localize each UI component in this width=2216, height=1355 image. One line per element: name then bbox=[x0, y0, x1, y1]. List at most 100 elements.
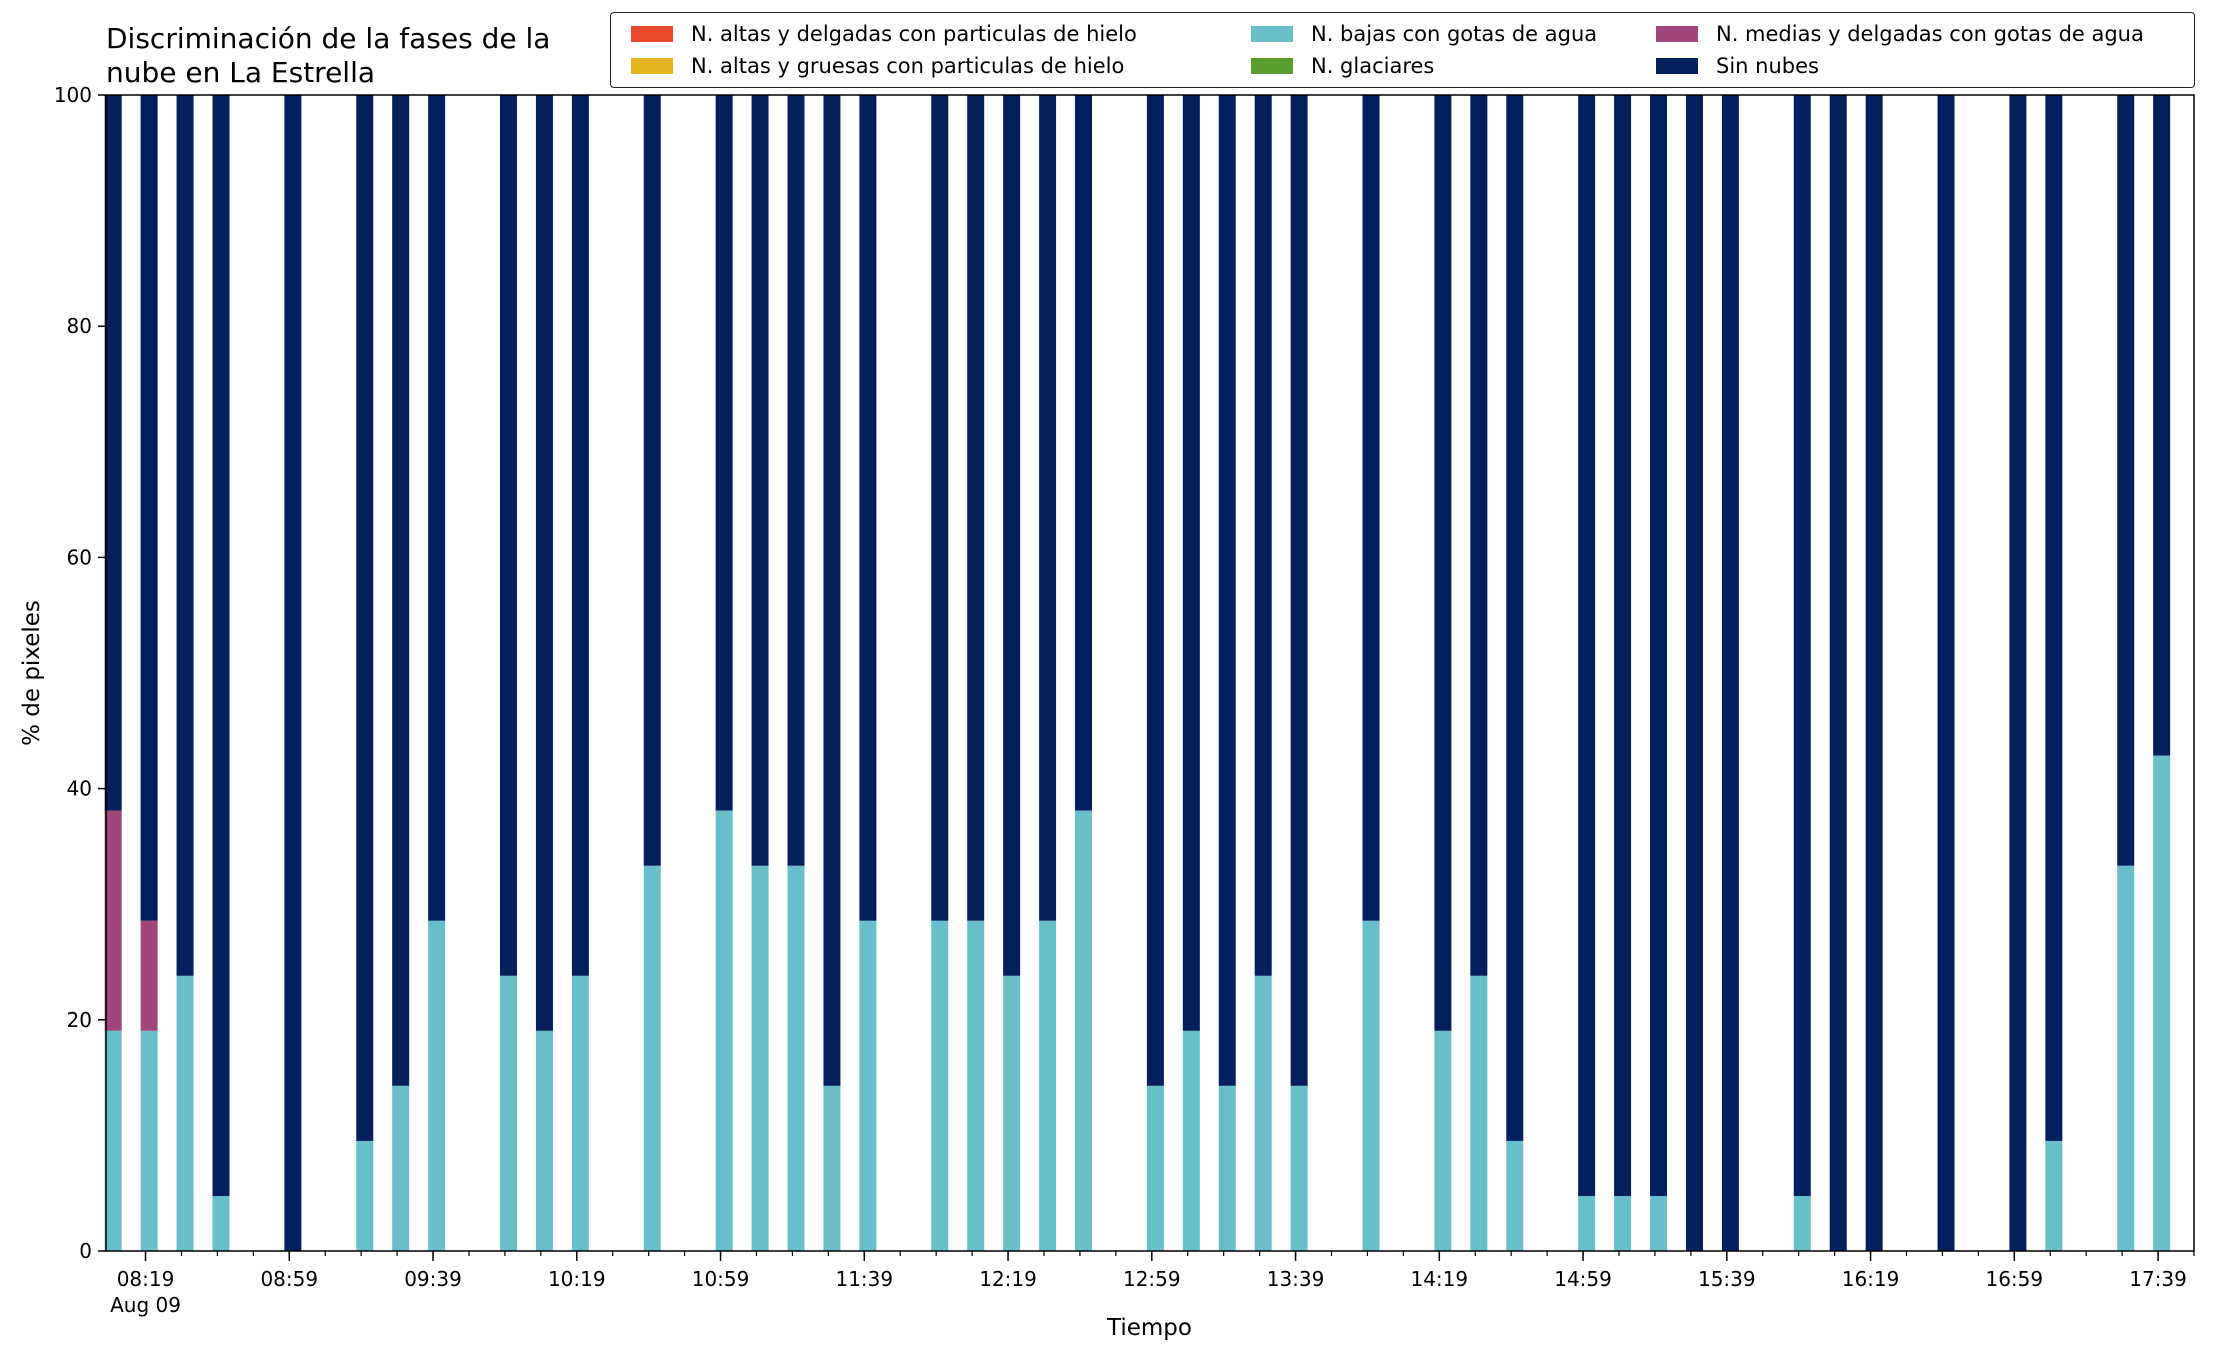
legend-swatch bbox=[1656, 26, 1698, 42]
bar-segment-bajas bbox=[1614, 1195, 1632, 1251]
bar-segment-sin-nubes bbox=[1685, 95, 1703, 1251]
bar-segment-sin-nubes bbox=[1182, 95, 1200, 1031]
bar-segment-bajas bbox=[715, 810, 733, 1251]
bar-segment-sin-nubes bbox=[1614, 95, 1632, 1196]
bar-segment-bajas bbox=[1290, 1085, 1308, 1251]
bar-segment-sin-nubes bbox=[428, 95, 446, 921]
bar-segment-bajas bbox=[2117, 865, 2135, 1251]
legend-item-altas-delgadas: N. altas y delgadas con particulas de hi… bbox=[631, 19, 1137, 49]
bar-segment-bajas bbox=[823, 1085, 841, 1251]
bar-segment-sin-nubes bbox=[1434, 95, 1452, 1031]
bar-segment-bajas bbox=[104, 1030, 122, 1251]
bar-segment-sin-nubes bbox=[2045, 95, 2063, 1141]
bar-segment-sin-nubes bbox=[535, 95, 553, 1031]
bar-segment-sin-nubes bbox=[1793, 95, 1811, 1196]
bar-segment-sin-nubes bbox=[1506, 95, 1524, 1141]
y-tick-label: 80 bbox=[67, 314, 92, 338]
bar-segment-sin-nubes bbox=[1721, 95, 1739, 1251]
bar-segment-sin-nubes bbox=[392, 95, 410, 1086]
bar-segment-sin-nubes bbox=[500, 95, 518, 976]
x-tick-label: 12:19 bbox=[979, 1267, 1037, 1291]
bar-segment-bajas bbox=[1182, 1030, 1200, 1251]
legend-label: N. bajas con gotas de agua bbox=[1311, 22, 1598, 46]
bar-segment-bajas bbox=[1362, 920, 1380, 1251]
bar-segment-sin-nubes bbox=[1254, 95, 1272, 976]
x-tick-label: 11:39 bbox=[835, 1267, 893, 1291]
y-axis-title: % de pixeles bbox=[19, 600, 45, 746]
bar-segment-bajas bbox=[1039, 920, 1057, 1251]
x-tick-label: 08:19 bbox=[117, 1267, 175, 1291]
legend-item-medias: N. medias y delgadas con gotas de agua bbox=[1656, 19, 2144, 49]
y-tick-label: 0 bbox=[79, 1239, 92, 1263]
bar-segment-sin-nubes bbox=[1146, 95, 1164, 1086]
y-tick-label: 40 bbox=[67, 777, 92, 801]
bar-segment-sin-nubes bbox=[571, 95, 589, 976]
x-axis-title: Tiempo bbox=[1107, 1315, 1192, 1341]
x-tick-label: 16:19 bbox=[1842, 1267, 1900, 1291]
bar-segment-sin-nubes bbox=[751, 95, 769, 866]
x-tick-label: 08:59 bbox=[260, 1267, 318, 1291]
legend-label: Sin nubes bbox=[1716, 54, 1819, 78]
bar-segment-sin-nubes bbox=[212, 95, 230, 1196]
bar-segment-bajas bbox=[500, 975, 518, 1251]
bar-segment-bajas bbox=[1003, 975, 1021, 1251]
legend-item-sin-nubes: Sin nubes bbox=[1656, 51, 1819, 81]
bar-segment-bajas bbox=[967, 920, 985, 1251]
plot-frame bbox=[105, 94, 2195, 1252]
x-tick-label: 09:39 bbox=[404, 1267, 462, 1291]
bar-segment-sin-nubes bbox=[356, 95, 374, 1141]
bar-segment-sin-nubes bbox=[787, 95, 805, 866]
bar-segment-bajas bbox=[392, 1085, 410, 1251]
x-tick-label: 15:39 bbox=[1698, 1267, 1756, 1291]
bar-segment-sin-nubes bbox=[1865, 95, 1883, 1251]
bar-segment-sin-nubes bbox=[859, 95, 877, 921]
bar-segment-bajas bbox=[571, 975, 589, 1251]
legend-swatch bbox=[1251, 26, 1293, 42]
bar-segment-sin-nubes bbox=[1829, 95, 1847, 1251]
bar-segment-bajas bbox=[751, 865, 769, 1251]
y-tick-label: 60 bbox=[67, 545, 92, 569]
bar-segment-bajas bbox=[428, 920, 446, 1251]
bar-segment-bajas bbox=[212, 1195, 230, 1251]
bar-segment-sin-nubes bbox=[1003, 95, 1021, 976]
legend-swatch bbox=[1251, 58, 1293, 74]
bar-segment-bajas bbox=[1254, 975, 1272, 1251]
bar-segment-bajas bbox=[176, 975, 194, 1251]
bar-segment-bajas bbox=[1146, 1085, 1164, 1251]
y-tick-label: 100 bbox=[54, 83, 92, 107]
bar-segment-bajas bbox=[140, 1030, 158, 1251]
bar-segment-bajas bbox=[1218, 1085, 1236, 1251]
bar-segment-sin-nubes bbox=[1578, 95, 1596, 1196]
bar-segment-sin-nubes bbox=[1290, 95, 1308, 1086]
x-tick-label: 14:59 bbox=[1554, 1267, 1612, 1291]
bar-segment-sin-nubes bbox=[140, 95, 158, 921]
bar-segment-sin-nubes bbox=[1075, 95, 1093, 811]
bar-segment-sin-nubes bbox=[104, 95, 122, 811]
bar-segment-sin-nubes bbox=[967, 95, 985, 921]
bar-segment-sin-nubes bbox=[1218, 95, 1236, 1086]
legend-label: N. medias y delgadas con gotas de agua bbox=[1716, 22, 2144, 46]
legend-item-altas-gruesas: N. altas y gruesas con particulas de hie… bbox=[631, 51, 1124, 81]
x-tick-label: 13:39 bbox=[1267, 1267, 1325, 1291]
bar-segment-bajas bbox=[859, 920, 877, 1251]
chart-title: Discriminación de la fases de la nube en… bbox=[106, 22, 551, 89]
bar-segment-medias bbox=[140, 920, 158, 1031]
legend-label: N. altas y gruesas con particulas de hie… bbox=[691, 54, 1125, 78]
bar-segment-bajas bbox=[1650, 1195, 1668, 1251]
bar-segment-bajas bbox=[931, 920, 949, 1251]
legend-label: N. glaciares bbox=[1311, 54, 1435, 78]
legend-item-bajas: N. bajas con gotas de agua bbox=[1251, 19, 1597, 49]
legend-swatch bbox=[1656, 58, 1698, 74]
bar-segment-bajas bbox=[1793, 1195, 1811, 1251]
bar-segment-sin-nubes bbox=[284, 95, 302, 1251]
bar-segment-sin-nubes bbox=[2009, 95, 2027, 1251]
bar-segment-bajas bbox=[2153, 755, 2171, 1251]
bar-segment-bajas bbox=[2045, 1140, 2063, 1251]
bar-segment-sin-nubes bbox=[643, 95, 661, 866]
x-tick-label: 12:59 bbox=[1123, 1267, 1181, 1291]
legend-swatch bbox=[631, 26, 673, 42]
bar-segment-sin-nubes bbox=[1937, 95, 1955, 1251]
bar-segment-bajas bbox=[1434, 1030, 1452, 1251]
bar-segment-sin-nubes bbox=[715, 95, 733, 811]
